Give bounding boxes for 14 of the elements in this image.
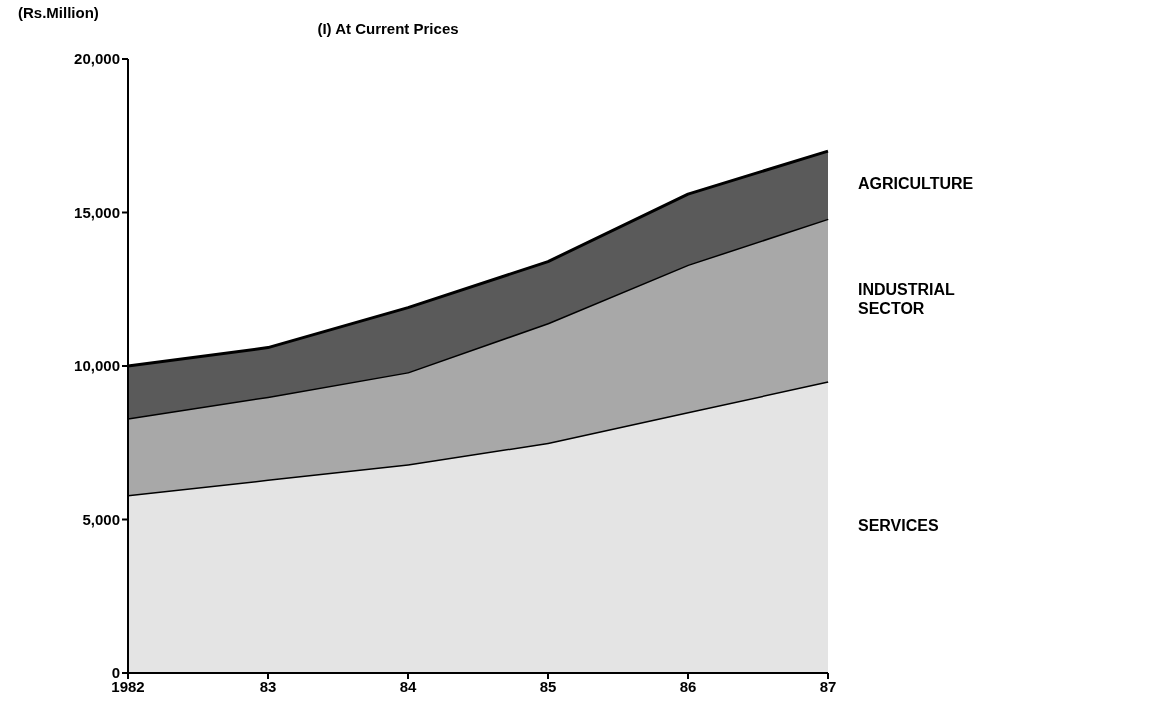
chart-title: (I) At Current Prices (316, 20, 460, 37)
x-tick-label: 87 (819, 677, 837, 695)
x-tick-label: 86 (679, 677, 697, 695)
x-tick-label: 83 (259, 677, 277, 695)
series-label: SERVICES (858, 517, 939, 535)
y-tick-label: 20,000 (74, 50, 120, 68)
x-tick-label: 84 (399, 677, 417, 695)
y-tick-label: 10,000 (74, 357, 120, 375)
x-tick-label: 85 (539, 677, 557, 695)
y-tick-label: 15,000 (74, 203, 120, 221)
y-axis-title: (Rs.Million) (18, 4, 99, 21)
series-label: INDUSTRIAL SECTOR (858, 281, 956, 318)
y-tick-label: 5,000 (82, 510, 120, 528)
series-label: AGRICULTURE (858, 175, 974, 193)
